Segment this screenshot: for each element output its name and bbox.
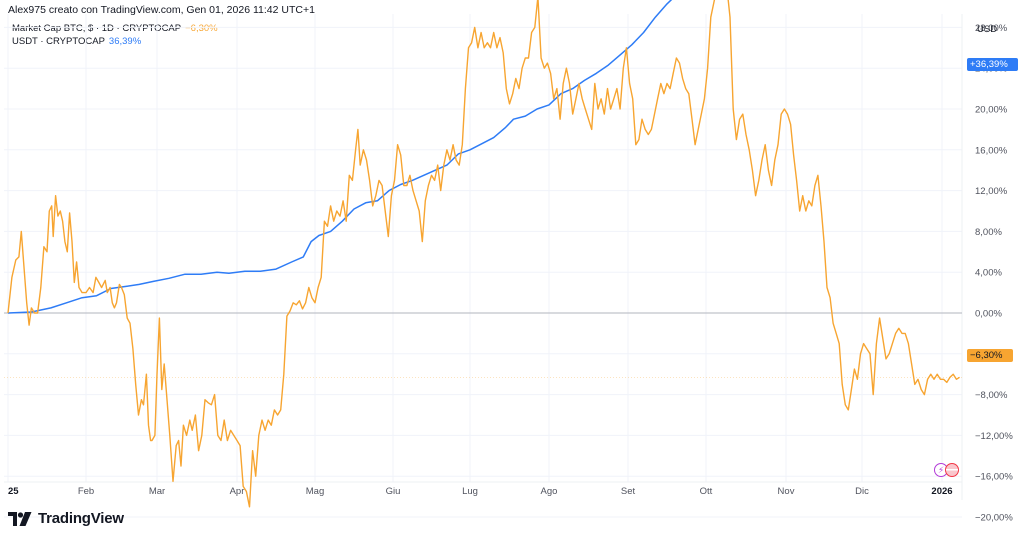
price-tick-label: 8,00% — [975, 227, 1002, 238]
price-tick-label: −20,00% — [975, 513, 1013, 524]
btc-line — [7, 0, 960, 508]
time-tick-label: Ott — [700, 486, 713, 497]
time-tick-label: 25 — [8, 486, 19, 497]
time-tick-label: Nov — [778, 486, 795, 497]
legend-item-btc[interactable]: Market Cap BTC, $ · 1D · CRYPTOCAP −6,30% — [12, 22, 218, 35]
price-tick-label: 4,00% — [975, 268, 1002, 279]
price-tick-label: −12,00% — [975, 431, 1013, 442]
usdt-last-value-tag: +36,39% — [967, 58, 1018, 71]
time-tick-label: Giu — [386, 486, 401, 497]
currency-label[interactable]: USD — [977, 24, 998, 35]
tradingview-wordmark: TradingView — [38, 510, 124, 527]
time-tick-label: 2026 — [931, 486, 952, 497]
time-tick-label: Ago — [541, 486, 558, 497]
us-flag-event-icon[interactable] — [945, 463, 959, 477]
legend-value-usdt: 36,39% — [108, 36, 142, 47]
legend-label-usdt: USDT · CRYPTOCAP — [12, 36, 105, 47]
time-tick-label: Feb — [78, 486, 94, 497]
price-tick-label: 28,00% — [975, 23, 1008, 34]
price-tick-label: 16,00% — [975, 145, 1008, 156]
price-tick-label: 20,00% — [975, 105, 1008, 116]
time-tick-label: Set — [621, 486, 636, 497]
tradingview-logo-icon — [8, 511, 32, 526]
price-tick-label: 0,00% — [975, 309, 1002, 320]
price-axis[interactable]: 40,00%32,00%28,00%24,00%20,00%16,00%12,0… — [975, 0, 1013, 539]
legend-label-btc: Market Cap BTC, $ · 1D · CRYPTOCAP — [12, 23, 182, 34]
time-tick-label: Mar — [149, 486, 165, 497]
time-axis[interactable]: 25 Feb Mar Apr Mag Giu Lug Ago Set Ott Nov Dic 2026 — [8, 486, 953, 497]
time-tick-label: Dic — [855, 486, 869, 497]
usdt-line — [7, 0, 673, 314]
time-tick-label: Apr — [230, 486, 245, 497]
price-tick-label: −16,00% — [975, 472, 1013, 483]
price-tick-label: 12,00% — [975, 186, 1008, 197]
legend-item-usdt[interactable]: USDT · CRYPTOCAP 36,39% — [12, 35, 218, 48]
event-markers: ⚡ — [934, 463, 959, 477]
grid-lines — [4, 14, 962, 518]
time-tick-label: Mag — [306, 486, 324, 497]
legend-value-btc: −6,30% — [185, 23, 218, 34]
tradingview-brand[interactable]: TradingView — [8, 510, 124, 527]
time-tick-label: Lug — [462, 486, 478, 497]
btc-last-value-tag: −6,30% — [967, 349, 1013, 362]
chart-legend: Market Cap BTC, $ · 1D · CRYPTOCAP −6,30%… — [12, 22, 218, 48]
price-tick-label: −8,00% — [975, 390, 1008, 401]
attribution-text: Alex975 creato con TradingView.com, Gen … — [8, 4, 315, 16]
